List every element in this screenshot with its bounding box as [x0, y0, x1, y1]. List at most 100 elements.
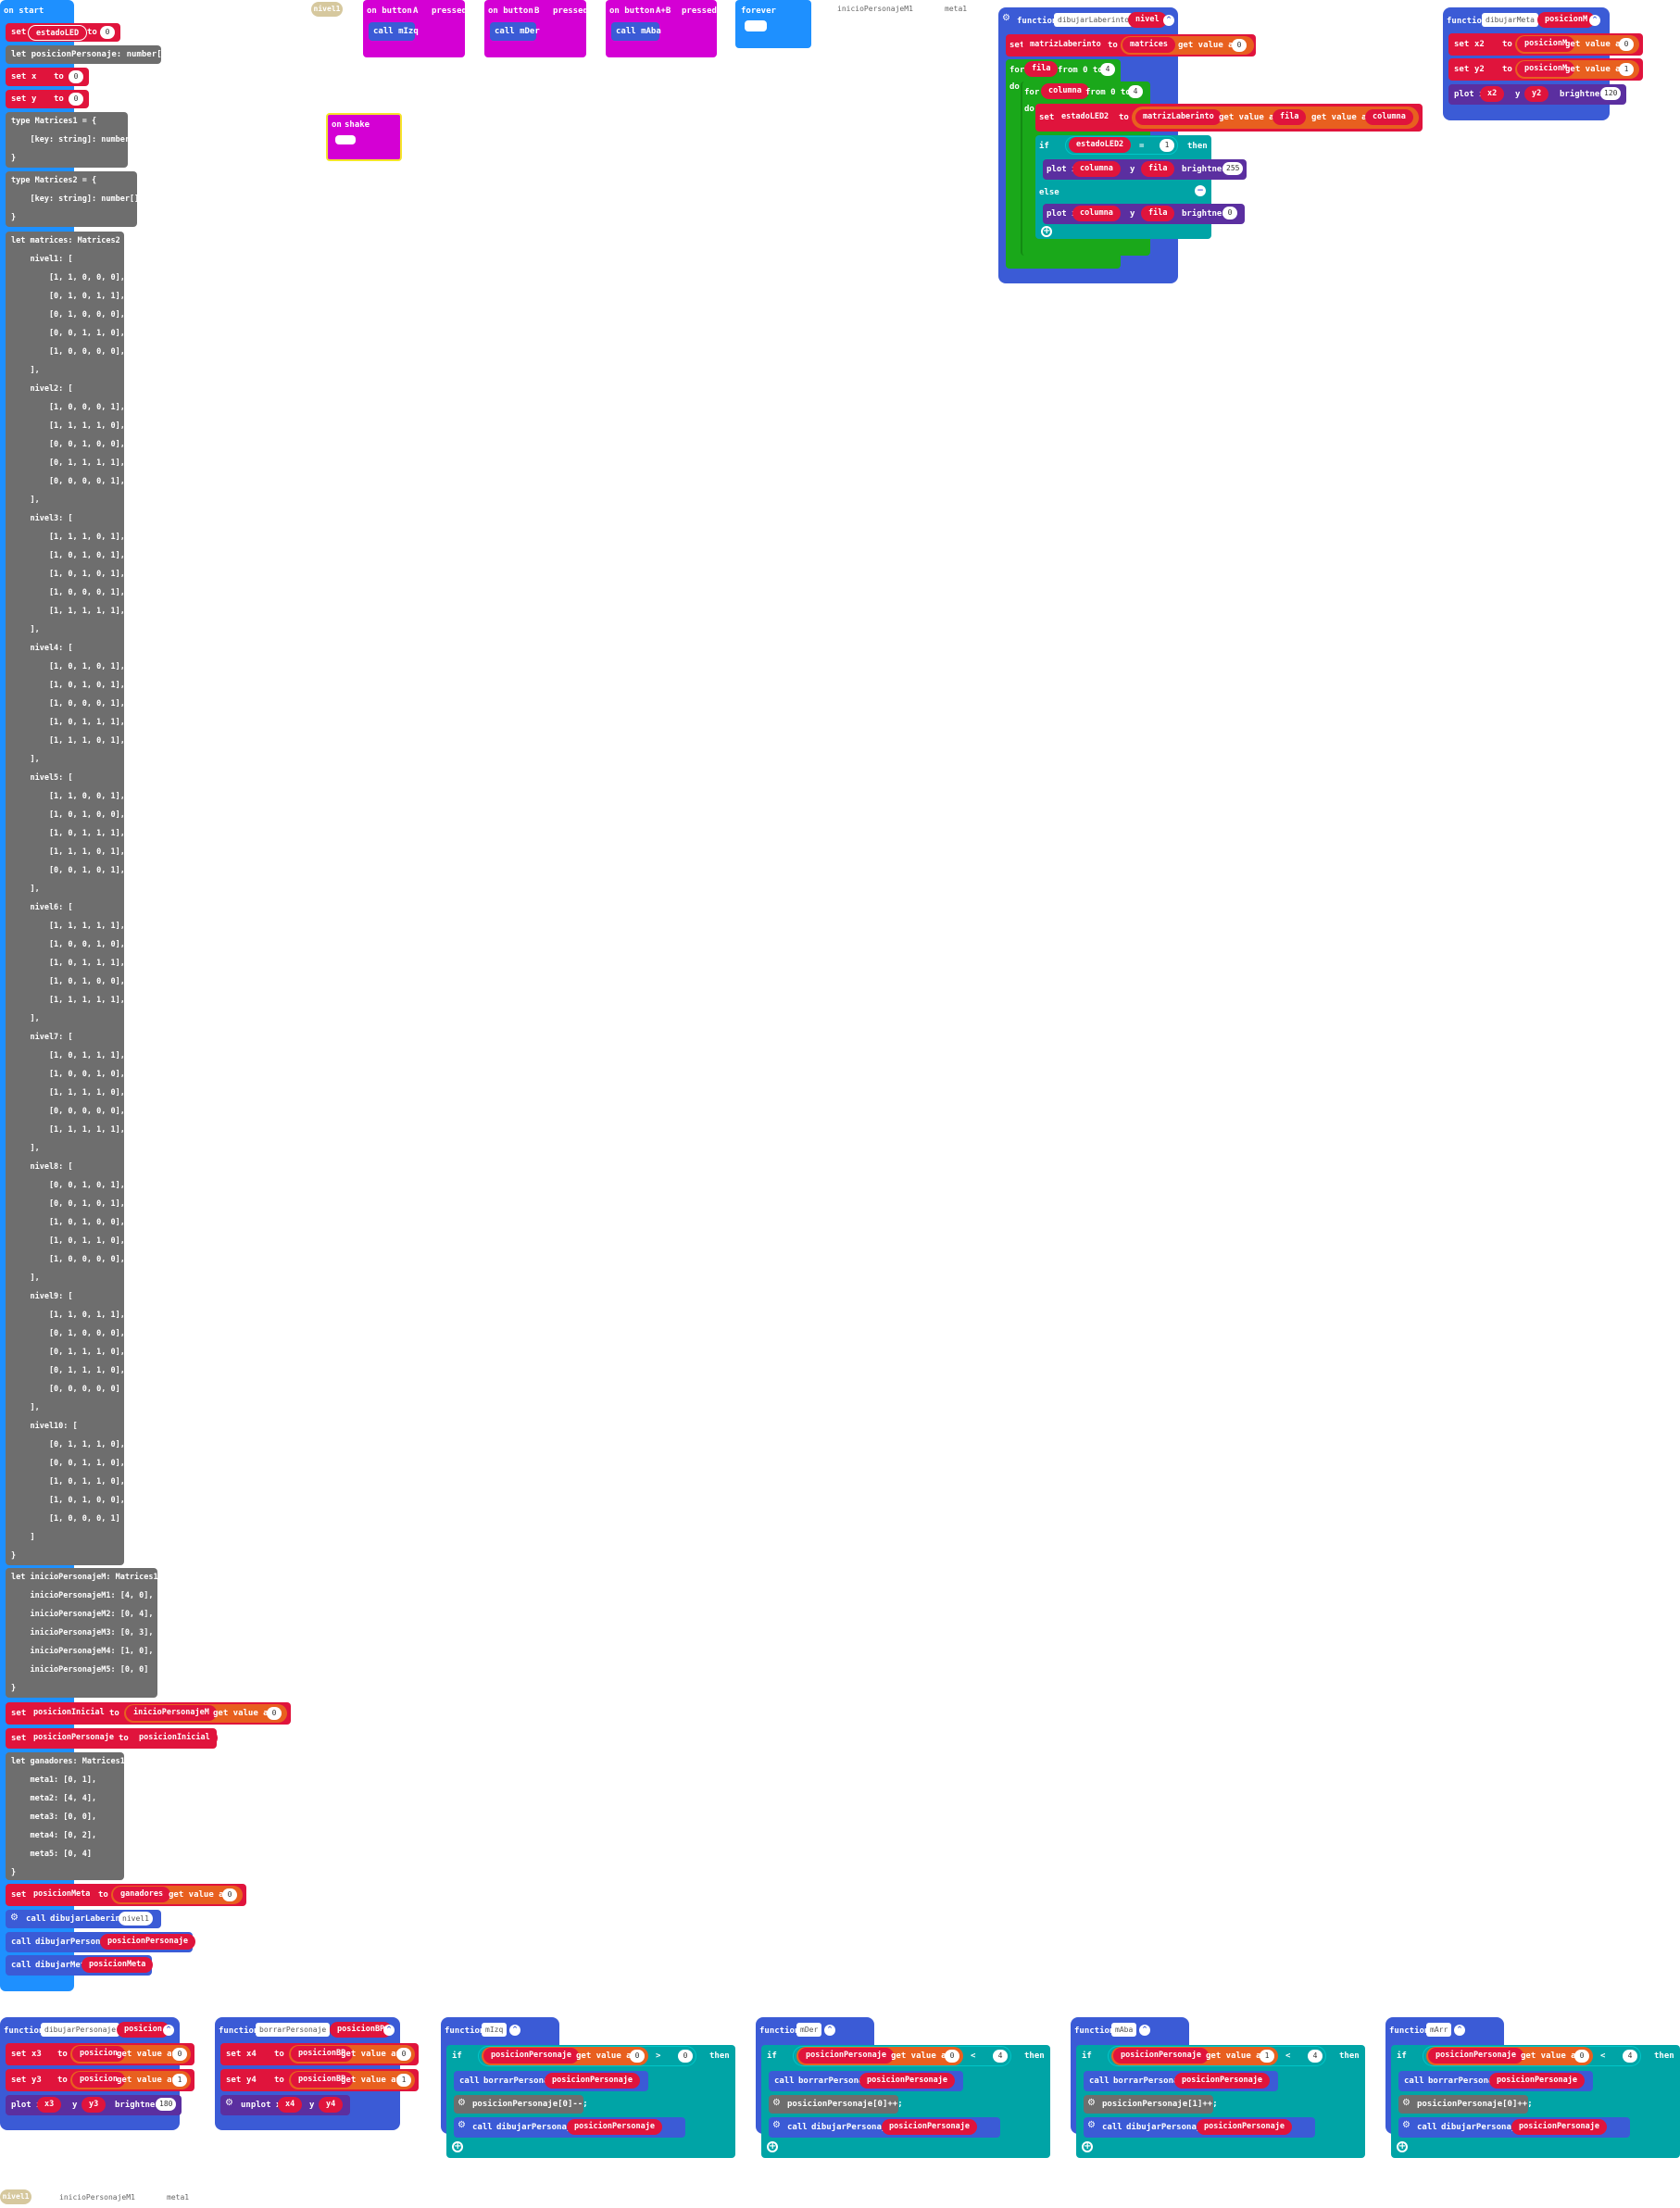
index-value[interactable]: 0: [1574, 2050, 1589, 2063]
posicionPersonaje-arg[interactable]: posicionPersonaje: [882, 2119, 977, 2135]
function-name-field[interactable]: dibujarPersonaje: [41, 2023, 120, 2037]
collapse-icon[interactable]: ⌃: [509, 2025, 520, 2036]
set-x-block[interactable]: [6, 68, 89, 86]
matrizLaberinto-var[interactable]: matrizLaberinto: [1022, 37, 1109, 53]
collapse-icon[interactable]: ⌃: [824, 2025, 835, 2036]
meta1-comment[interactable]: meta1: [945, 5, 968, 13]
index-value[interactable]: 0: [945, 2050, 959, 2063]
posicion-param[interactable]: posicion: [117, 2022, 169, 2038]
nivel1-tag[interactable]: nivel1: [311, 2, 343, 17]
posicionPersonaje-ref[interactable]: posicionPersonaje: [1428, 2048, 1523, 2064]
y2-var[interactable]: y2: [1474, 65, 1485, 74]
posicionInicial-ref[interactable]: posicionInicial: [132, 1730, 218, 1746]
y4-var[interactable]: y4: [246, 2076, 257, 2085]
index-value[interactable]: 0: [630, 2050, 645, 2063]
posicionInicial-var[interactable]: posicionInicial: [26, 1705, 112, 1721]
index-value[interactable]: 1: [1260, 2050, 1274, 2063]
x-var[interactable]: x: [31, 72, 37, 82]
nivel1-arg[interactable]: nivel1: [119, 1912, 153, 1926]
add-else-icon[interactable]: +: [1082, 2141, 1093, 2152]
estadoLED2-ref[interactable]: estadoLED2: [1069, 137, 1132, 153]
posicionM-ref[interactable]: posicionM: [1517, 36, 1575, 52]
posicionPersonaje-arg[interactable]: posicionPersonaje: [545, 2073, 640, 2089]
index-value[interactable]: 1: [1619, 63, 1634, 76]
index-value[interactable]: 0: [1232, 39, 1247, 52]
posicion-let-block[interactable]: [6, 45, 161, 64]
collapse-icon[interactable]: ⌃: [383, 2025, 395, 2036]
function-name-field[interactable]: mArr: [1426, 2023, 1452, 2037]
function-name-field[interactable]: mAba: [1111, 2023, 1137, 2037]
compare-operator[interactable]: <: [1285, 2051, 1291, 2061]
gear-icon[interactable]: ⚙: [1087, 2098, 1096, 2108]
compare-operator[interactable]: <: [971, 2051, 976, 2061]
compare-value[interactable]: 1: [1160, 139, 1174, 152]
y-value[interactable]: 0: [69, 93, 83, 106]
index-value[interactable]: 0: [172, 2048, 187, 2061]
gear-icon[interactable]: ⚙: [1402, 2098, 1410, 2108]
x3-ref[interactable]: x3: [37, 2097, 62, 2113]
index-value[interactable]: 0: [222, 1888, 237, 1901]
gear-icon[interactable]: ⚙: [1087, 2120, 1096, 2130]
gear-icon[interactable]: ⚙: [458, 2098, 466, 2108]
x3-var[interactable]: x3: [31, 2050, 42, 2059]
function-name-field[interactable]: mDer: [796, 2023, 822, 2037]
posicion-ref[interactable]: posicion: [72, 2072, 125, 2088]
brightness-value[interactable]: 255: [1222, 162, 1244, 175]
limit-value[interactable]: 4: [1623, 2050, 1637, 2063]
fila-ref[interactable]: fila: [1141, 206, 1175, 221]
columna-var[interactable]: columna: [1041, 83, 1089, 99]
set-y-block[interactable]: [6, 90, 89, 108]
add-else-icon[interactable]: +: [767, 2141, 778, 2152]
estadoLED2-var[interactable]: estadoLED2: [1054, 109, 1117, 125]
collapse-icon[interactable]: ⌃: [1454, 2025, 1465, 2036]
limit-value[interactable]: 4: [993, 2050, 1008, 2063]
limit-value[interactable]: 4: [1308, 2050, 1323, 2063]
posicionM-ref[interactable]: posicionM: [1517, 61, 1575, 77]
gear-icon[interactable]: ⚙: [772, 2098, 781, 2108]
call-mAba-block[interactable]: [611, 22, 659, 41]
ganadores-let-block[interactable]: [6, 1752, 124, 1880]
posicionBP-ref[interactable]: posicionBP: [291, 2072, 354, 2088]
posicionMeta-arg[interactable]: posicionMeta: [81, 1957, 154, 1973]
remove-else-icon[interactable]: −: [1195, 185, 1206, 196]
compare-operator[interactable]: <: [1600, 2051, 1606, 2061]
posicion-ref[interactable]: posicion: [72, 2046, 125, 2062]
posicionBP-ref[interactable]: posicionBP: [291, 2046, 354, 2062]
gear-icon[interactable]: ⚙: [225, 2098, 233, 2108]
y2-ref[interactable]: y2: [1524, 86, 1549, 102]
fila-var[interactable]: fila: [1024, 61, 1059, 77]
y3-ref[interactable]: y3: [81, 2097, 107, 2113]
type-matrices1-block[interactable]: [6, 112, 128, 168]
equals-operator[interactable]: =: [1139, 142, 1145, 151]
matrices-let-block[interactable]: [6, 232, 124, 1565]
to-value[interactable]: 4: [1128, 85, 1143, 98]
posicionPersonaje-ref[interactable]: posicionPersonaje: [483, 2048, 579, 2064]
add-else-icon[interactable]: +: [1397, 2141, 1408, 2152]
inicioPersonajeM1-comment[interactable]: inicioPersonajeM1: [837, 5, 913, 13]
index-value[interactable]: 0: [396, 2048, 411, 2061]
call-mIzq-block[interactable]: [369, 22, 415, 41]
posicionPersonaje-arg[interactable]: posicionPersonaje: [1511, 2119, 1607, 2135]
index-value[interactable]: 0: [1619, 38, 1634, 51]
gear-icon[interactable]: ⚙: [10, 1913, 19, 1923]
x2-ref[interactable]: x2: [1480, 86, 1505, 102]
posicionPersonaje-arg[interactable]: posicionPersonaje: [859, 2073, 955, 2089]
posicionPersonaje-arg[interactable]: posicionPersonaje: [1197, 2119, 1292, 2135]
posicionPersonaje-arg[interactable]: posicionPersonaje: [1174, 2073, 1270, 2089]
matrices-var[interactable]: matrices: [1122, 37, 1175, 53]
forever-slot[interactable]: [745, 20, 767, 31]
posicionBP-param[interactable]: posicionBP: [330, 2022, 393, 2038]
to-value[interactable]: 4: [1100, 63, 1115, 76]
gear-icon[interactable]: ⚙: [772, 2120, 781, 2130]
brightness-value[interactable]: 180: [156, 2098, 177, 2111]
statement-block[interactable]: [769, 2095, 898, 2114]
posicionPersonaje-ref[interactable]: posicionPersonaje: [1113, 2048, 1209, 2064]
x-value[interactable]: 0: [69, 70, 83, 83]
x4-ref[interactable]: x4: [278, 2097, 303, 2113]
posicionMeta-var[interactable]: posicionMeta: [26, 1887, 98, 1902]
collapse-icon[interactable]: ⌃: [1139, 2025, 1150, 2036]
fila-ref[interactable]: fila: [1273, 109, 1307, 125]
compare-operator[interactable]: >: [656, 2051, 661, 2061]
collapse-icon[interactable]: ⌃: [163, 2025, 174, 2036]
nivel-param[interactable]: nivel: [1128, 12, 1167, 28]
